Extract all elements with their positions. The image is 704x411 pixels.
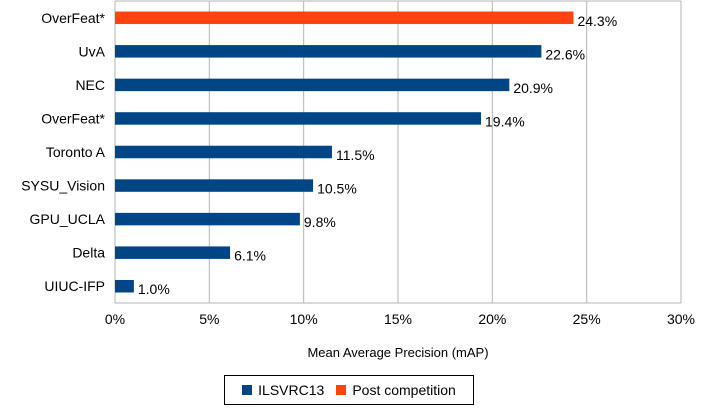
tick-labels: 0% 5% 10% 15% 20% 25% 30% — [105, 311, 695, 327]
bar — [115, 279, 134, 293]
bar — [115, 179, 314, 192]
category-label: UIUC-IFP — [44, 278, 105, 294]
bar — [115, 45, 542, 58]
data-label: 20.9% — [513, 80, 553, 96]
value-labels: 24.3% 22.6% 20.9% 19.4% 11.5% 10.5% 9.8% 6.1% 1.… — [138, 13, 617, 297]
x-tick-label: 20% — [478, 311, 506, 327]
bar — [115, 78, 510, 92]
data-label: 9.8% — [304, 214, 336, 230]
x-axis-label: Mean Average Precision (mAP) — [307, 345, 488, 360]
category-labels: OverFeat* UvA NEC OverFeat* Toronto A SYSU_Vi… — [21, 10, 105, 294]
category-label: NEC — [75, 77, 105, 93]
bar — [115, 246, 231, 259]
x-tick-label: 0% — [105, 311, 125, 327]
legend-item-post-competition: Post competition — [336, 382, 456, 398]
x-tick-label: 15% — [384, 311, 412, 327]
data-label: 1.0% — [138, 281, 170, 297]
legend-label-ilsvrc13: ILSVRC13 — [258, 382, 325, 398]
category-label: GPU_UCLA — [30, 211, 106, 227]
category-label: Toronto A — [46, 144, 106, 160]
x-tick-label: 30% — [667, 311, 695, 327]
bars — [115, 11, 574, 293]
x-tick-label: 5% — [199, 311, 219, 327]
data-label: 11.5% — [336, 147, 375, 163]
legend-swatch-post-competition — [336, 385, 347, 395]
bar — [115, 112, 482, 125]
legend-label-post-competition: Post competition — [352, 382, 456, 398]
legend-swatch-ilsvrc13 — [242, 385, 253, 395]
category-label: OverFeat* — [41, 110, 105, 126]
data-label: 10.5% — [317, 181, 357, 197]
bar — [115, 212, 300, 226]
category-label: SYSU_Vision — [21, 178, 105, 194]
category-label: Delta — [72, 245, 105, 261]
category-label: UvA — [79, 43, 106, 59]
category-label: OverFeat* — [41, 10, 105, 26]
bar — [115, 11, 574, 25]
data-label: 24.3% — [577, 13, 617, 29]
legend: ILSVRC13 Post competition — [224, 375, 474, 405]
x-tick-label: 10% — [290, 311, 318, 327]
x-tick-label: 25% — [573, 311, 601, 327]
data-label: 19.4% — [485, 113, 525, 129]
data-label: 22.6% — [545, 46, 585, 62]
data-label: 6.1% — [234, 248, 266, 264]
bar — [115, 145, 332, 159]
legend-item-ilsvrc13: ILSVRC13 — [242, 382, 324, 398]
